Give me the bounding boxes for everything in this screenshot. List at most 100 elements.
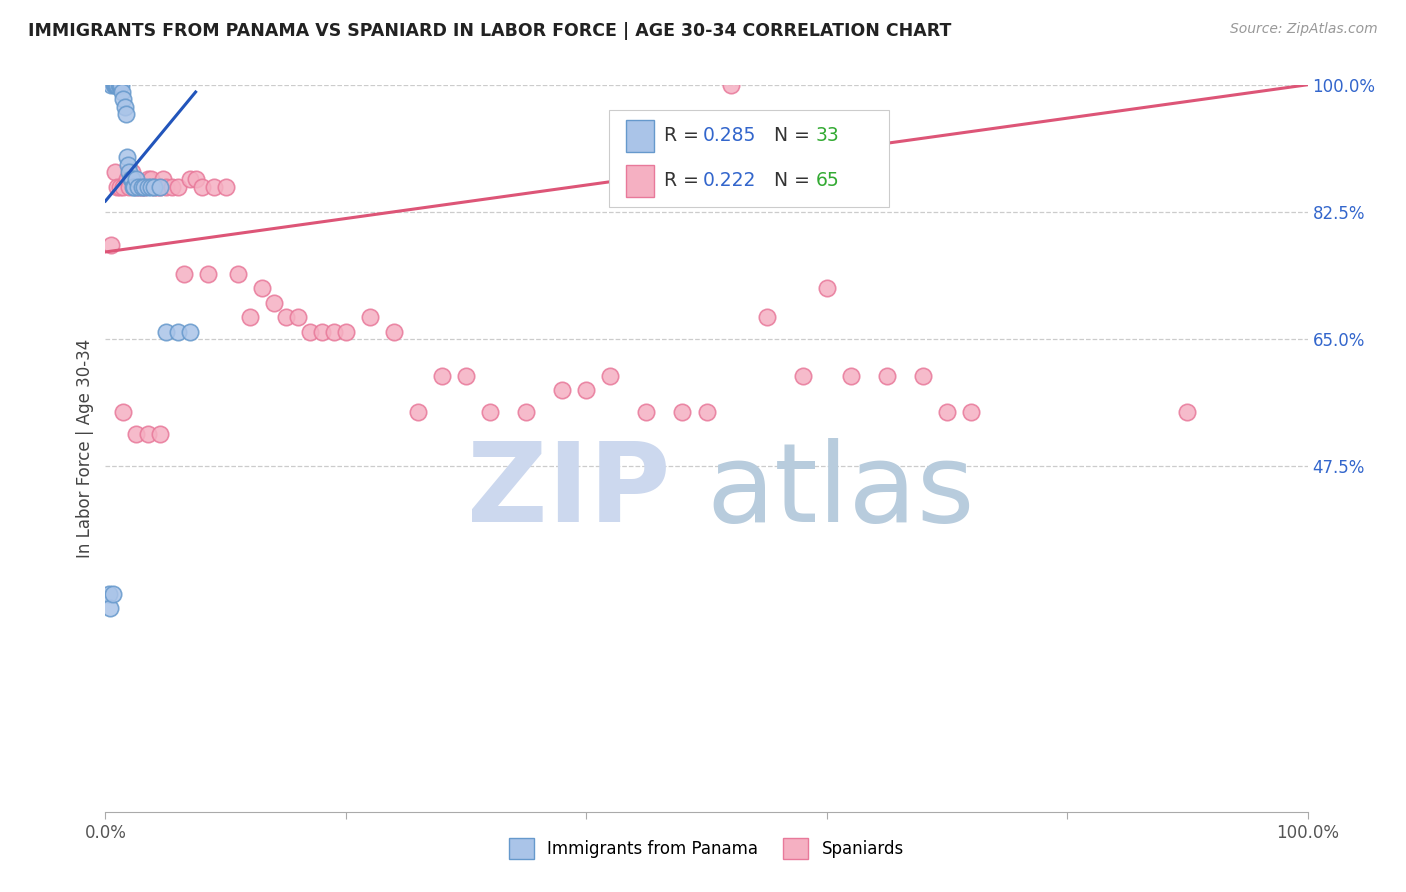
Point <box>121 172 143 186</box>
Text: Source: ZipAtlas.com: Source: ZipAtlas.com <box>1230 22 1378 37</box>
Text: 65: 65 <box>815 171 839 190</box>
Point <box>239 310 262 325</box>
Point <box>636 405 658 419</box>
Text: ZIP: ZIP <box>467 438 671 545</box>
Point <box>298 325 321 339</box>
Point <box>382 325 405 339</box>
Point <box>155 179 177 194</box>
Point <box>124 179 146 194</box>
Point <box>155 325 177 339</box>
Point <box>815 281 838 295</box>
Point <box>103 78 125 92</box>
Point <box>148 179 170 194</box>
Point <box>202 179 225 194</box>
Point <box>108 78 131 92</box>
Point <box>359 310 381 325</box>
Point <box>755 310 778 325</box>
Point <box>142 179 165 194</box>
Point <box>322 325 344 339</box>
Point <box>671 405 693 419</box>
Point <box>936 405 959 419</box>
Text: R =: R = <box>664 171 704 190</box>
Point <box>214 179 236 194</box>
Point <box>117 158 139 172</box>
Point <box>274 310 297 325</box>
Point <box>1175 405 1198 419</box>
Text: atlas: atlas <box>707 438 974 545</box>
Point <box>105 78 128 92</box>
Point <box>876 368 898 383</box>
Point <box>136 172 159 186</box>
Point <box>98 601 121 615</box>
Point <box>166 325 188 339</box>
Point <box>118 165 141 179</box>
Point <box>599 368 621 383</box>
Point <box>287 310 309 325</box>
Point <box>120 172 142 186</box>
Point <box>112 179 135 194</box>
Point <box>152 172 174 186</box>
Point <box>148 179 170 194</box>
Point <box>115 107 138 121</box>
Point <box>107 78 129 92</box>
Point <box>226 267 249 281</box>
Point <box>136 426 159 441</box>
Point <box>263 296 285 310</box>
Point <box>107 78 129 92</box>
Point <box>131 179 153 194</box>
Point <box>111 85 134 99</box>
Point <box>115 151 138 165</box>
Point <box>112 92 135 106</box>
Point <box>575 383 598 397</box>
Point <box>146 179 169 194</box>
Point <box>335 325 357 339</box>
Point <box>114 99 136 113</box>
Point <box>132 179 155 194</box>
Point <box>139 179 162 194</box>
Point <box>250 281 273 295</box>
Point <box>406 405 429 419</box>
Text: 33: 33 <box>815 127 839 145</box>
Point <box>179 325 201 339</box>
Point <box>112 405 135 419</box>
Point <box>515 405 537 419</box>
Text: N =: N = <box>762 171 815 190</box>
Y-axis label: In Labor Force | Age 30-34: In Labor Force | Age 30-34 <box>76 339 94 558</box>
Text: 0.222: 0.222 <box>703 171 756 190</box>
Point <box>108 179 131 194</box>
Point <box>100 78 122 92</box>
Point <box>110 78 132 92</box>
Point <box>134 179 156 194</box>
Point <box>104 165 127 179</box>
Point <box>118 179 141 194</box>
Point <box>551 383 574 397</box>
Point <box>454 368 477 383</box>
Point <box>124 426 146 441</box>
Point <box>166 179 188 194</box>
Point <box>101 587 124 601</box>
Point <box>121 165 143 179</box>
Text: IMMIGRANTS FROM PANAMA VS SPANIARD IN LABOR FORCE | AGE 30-34 CORRELATION CHART: IMMIGRANTS FROM PANAMA VS SPANIARD IN LA… <box>28 22 952 40</box>
Point <box>839 368 862 383</box>
Point <box>479 405 502 419</box>
Point <box>148 426 170 441</box>
Point <box>124 179 146 194</box>
Point <box>131 179 153 194</box>
Point <box>696 405 718 419</box>
Legend: Immigrants from Panama, Spaniards: Immigrants from Panama, Spaniards <box>502 831 911 865</box>
Point <box>115 172 138 186</box>
Point <box>160 179 183 194</box>
Point <box>107 179 129 194</box>
Point <box>142 179 165 194</box>
Point <box>960 405 983 419</box>
Point <box>720 78 742 92</box>
Point <box>792 368 814 383</box>
Point <box>430 368 453 383</box>
Text: R =: R = <box>664 127 704 145</box>
Text: 0.285: 0.285 <box>703 127 756 145</box>
Point <box>179 172 201 186</box>
Point <box>197 267 219 281</box>
Point <box>311 325 333 339</box>
Point <box>98 587 121 601</box>
Point <box>100 237 122 252</box>
